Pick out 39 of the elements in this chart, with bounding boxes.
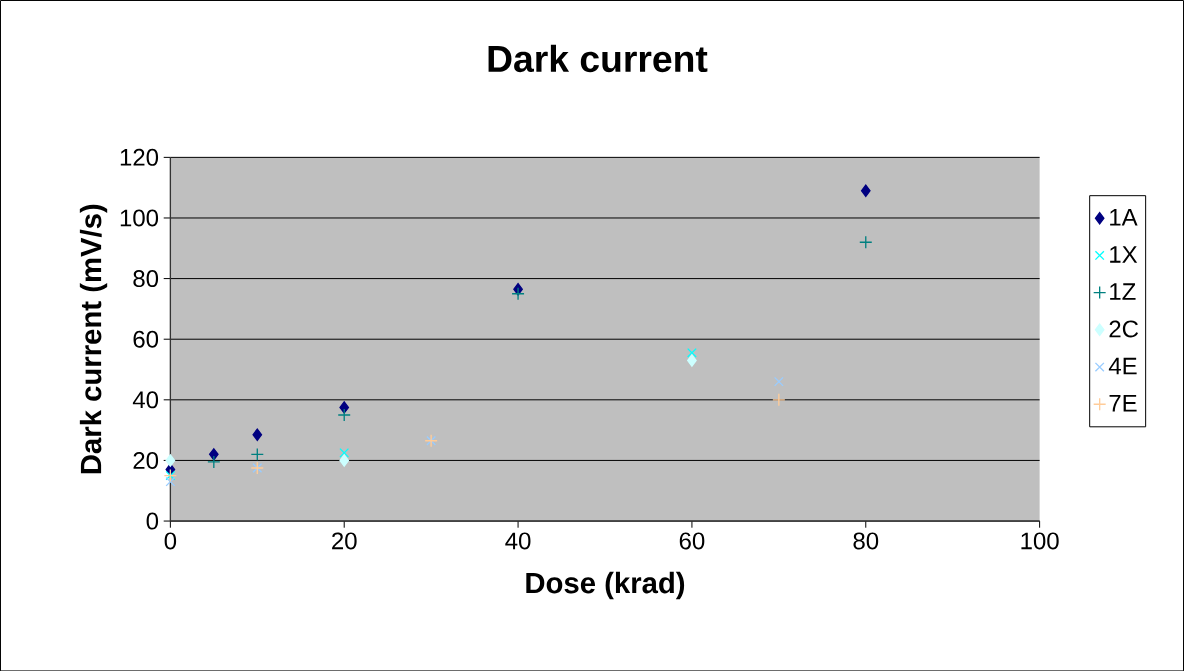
point (165, 476, 176, 487)
point (339, 453, 350, 467)
y-tick-label: 80 (133, 269, 159, 287)
point (339, 447, 350, 458)
x-tick-label: 60 (679, 532, 705, 550)
x-tick-label: 0 (164, 532, 177, 550)
point (773, 376, 784, 387)
legend-label: 4E (1108, 357, 1137, 375)
x-axis-title: Dose (krad) (526, 571, 685, 599)
point (165, 453, 176, 467)
y-tick-label: 60 (133, 330, 159, 348)
point (337, 408, 351, 422)
y-tick-label: 120 (120, 148, 159, 166)
point (207, 455, 221, 469)
x-tick-label: 40 (505, 532, 531, 550)
legend-label: 1A (1110, 208, 1138, 226)
point (250, 447, 264, 461)
legend-label: 1X (1110, 245, 1138, 263)
legend-label: 1Z (1110, 283, 1136, 300)
point (208, 447, 219, 461)
point (860, 184, 871, 197)
point (252, 428, 263, 441)
point (339, 400, 350, 414)
point (859, 235, 873, 249)
y-tick-label: 20 (133, 451, 159, 469)
point (687, 353, 697, 367)
y-tick-label: 100 (120, 209, 159, 227)
y-tick-label: 0 (146, 512, 159, 530)
y-axis-title: Dark current (mV/s) (79, 204, 108, 474)
legend-label: 7E (1109, 394, 1137, 412)
x-tick-label: 100 (1021, 532, 1059, 550)
y-tick-label: 40 (132, 391, 159, 409)
point (772, 392, 786, 407)
point (511, 286, 525, 301)
legend-label: 2C (1109, 320, 1139, 338)
point (687, 347, 697, 358)
x-tick-label: 20 (332, 532, 357, 550)
x-tick-label: 80 (853, 532, 879, 550)
chart-title: Dark current (488, 44, 708, 72)
